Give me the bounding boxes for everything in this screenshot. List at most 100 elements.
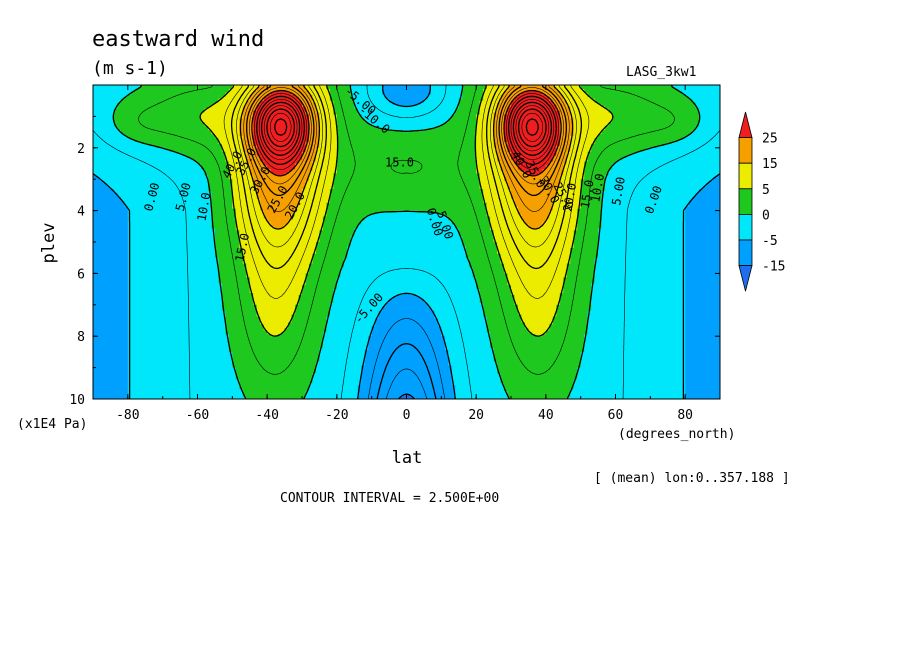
contour-fill-cell — [357, 385, 456, 388]
contour-fill-cell — [242, 143, 254, 147]
contour-fill-cell — [308, 90, 331, 94]
contour-fill-cell — [563, 169, 585, 172]
contour-fill-cell — [455, 224, 491, 227]
contour-fill-cell — [685, 220, 720, 223]
contour-fill-cell — [594, 281, 686, 284]
contour-fill-cell — [315, 251, 348, 255]
contour-fill-cell — [93, 139, 136, 143]
contour-fill-cell — [573, 124, 610, 127]
contour-fill-cell — [246, 273, 307, 276]
contour-fill-cell — [382, 308, 432, 312]
contour-fill-cell — [295, 212, 327, 216]
contour-fill-cell — [298, 300, 334, 304]
contour-fill-cell — [127, 259, 219, 263]
contour-fill-cell — [538, 226, 578, 229]
contour-fill-cell — [685, 322, 720, 326]
contour-fill-cell — [93, 175, 98, 178]
contour-fill-cell — [93, 86, 139, 90]
contour-fill-cell — [93, 289, 129, 292]
contour-fill-cell — [549, 324, 589, 327]
contour-fill-cell — [500, 257, 571, 261]
contour-fill-cell — [93, 187, 112, 190]
contour-fill-cell — [93, 155, 188, 159]
contour-fill-cell — [559, 181, 582, 184]
contour-fill-cell — [225, 326, 265, 329]
contour-fill-cell — [545, 218, 578, 222]
contour-fill-cell — [706, 183, 720, 186]
contour-fill-cell — [563, 173, 585, 176]
contour-fill-cell — [580, 187, 606, 190]
contour-fill-cell — [218, 261, 244, 265]
contour-fill-cell — [490, 216, 523, 220]
contour-fill-cell — [106, 185, 209, 188]
contour-fill-cell — [573, 232, 599, 235]
contour-fill-cell — [598, 245, 686, 249]
contour-fill-cell — [214, 249, 244, 253]
contour-fill-cell — [521, 316, 554, 320]
contour-fill-cell — [573, 126, 606, 129]
contour-fill-cell — [559, 130, 575, 133]
contour-fill-cell — [336, 153, 477, 157]
contour-fill-cell — [458, 232, 495, 235]
contour-fill-cell — [458, 104, 481, 108]
contour-fill-cell — [497, 365, 582, 369]
contour-fill-cell — [517, 310, 557, 314]
contour-fill-cell — [389, 300, 425, 304]
contour-fill-cell — [598, 238, 686, 241]
contour-fill-cell — [93, 116, 115, 119]
contour-fill-cell — [598, 251, 686, 255]
contour-fill-cell — [253, 110, 307, 114]
contour-fill-cell — [504, 92, 523, 96]
contour-fill-cell — [93, 375, 129, 379]
contour-fill-cell — [685, 277, 720, 280]
contour-fill-cell — [490, 228, 578, 231]
contour-label: 10.0 — [195, 191, 214, 222]
contour-fill-cell — [566, 269, 596, 273]
contour-fill-cell — [221, 302, 254, 306]
contour-fill-cell — [524, 220, 547, 223]
contour-fill-cell — [396, 210, 418, 214]
contour-fill-cell — [685, 230, 720, 233]
contour-fill-cell — [93, 124, 115, 127]
contour-fill-cell — [127, 349, 230, 353]
contour-fill-cell — [566, 397, 686, 399]
contour-fill-cell — [343, 259, 470, 263]
contour-fill-cell — [685, 257, 720, 261]
contour-fill-cell — [249, 285, 303, 288]
contour-fill-cell — [556, 190, 582, 194]
contour-fill-cell — [601, 222, 686, 225]
contour-fill-cell — [127, 275, 219, 278]
contour-fill-cell — [612, 163, 720, 167]
contour-fill-cell — [685, 294, 720, 298]
contour-fill-cell — [364, 353, 449, 357]
contour-fill-cell — [594, 277, 686, 280]
contour-fill-cell — [93, 281, 129, 284]
contour-fill-cell — [504, 136, 561, 139]
contour-fill-cell — [580, 355, 686, 359]
contour-fill-cell — [504, 126, 561, 129]
contour-fill-cell — [207, 181, 233, 184]
contour-fill-cell — [389, 98, 425, 102]
contour-fill-cell — [566, 273, 596, 276]
contour-fill-cell — [127, 381, 240, 384]
contour-fill-cell — [256, 189, 303, 192]
contour-fill-cell — [507, 279, 564, 282]
contour-fill-cell — [127, 363, 233, 367]
contour-fill-cell — [127, 347, 230, 351]
contour-fill-cell — [542, 224, 578, 227]
contour-fill-cell — [204, 108, 244, 112]
contour-fill-cell — [692, 98, 720, 102]
contour-fill-cell — [93, 118, 115, 121]
contour-fill-cell — [354, 98, 390, 102]
contour-fill-cell — [685, 375, 720, 379]
contour-line — [223, 85, 590, 299]
contour-fill-cell — [131, 90, 230, 94]
contour-fill-cell — [451, 371, 498, 375]
contour-fill-cell — [315, 147, 338, 151]
contour-fill-cell — [322, 220, 362, 223]
contour-fill-cell — [228, 175, 254, 178]
contour-fill-cell — [591, 147, 648, 151]
contour-fill-cell — [246, 265, 310, 269]
contour-fill-cell — [329, 302, 387, 306]
contour-fill-cell — [587, 157, 624, 161]
